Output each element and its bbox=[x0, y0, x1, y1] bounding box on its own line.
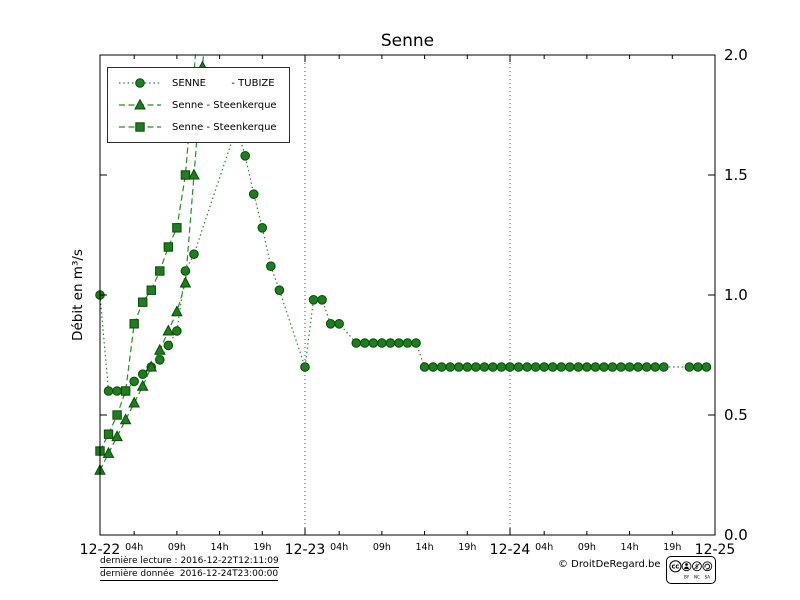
y-axis-ticks: 0.0 0.5 1.0 1.5 2.0 bbox=[100, 46, 748, 544]
svg-text:14h: 14h bbox=[416, 542, 434, 553]
svg-text:14h: 14h bbox=[621, 542, 639, 553]
svg-text:19h: 19h bbox=[253, 542, 271, 553]
series-group bbox=[94, 55, 712, 475]
copyright-link[interactable]: © DroitDeRegard.be bbox=[558, 559, 661, 570]
cc-license-badge[interactable]: cc $ BY NC SA bbox=[666, 556, 716, 584]
legend-sample-square bbox=[119, 122, 161, 132]
svg-text:19h: 19h bbox=[663, 542, 681, 553]
footer-last-reading: dernière lecture : 2016-12-22T12:11:09 bbox=[100, 556, 279, 568]
legend-sample-circle bbox=[119, 78, 161, 88]
legend-label-tubize: SENNE - TUBIZE bbox=[172, 77, 275, 89]
svg-text:SA: SA bbox=[705, 575, 711, 580]
svg-text:$: $ bbox=[695, 564, 699, 571]
svg-text:0.0: 0.0 bbox=[724, 526, 748, 544]
svg-text:09h: 09h bbox=[168, 542, 186, 553]
svg-text:12-25: 12-25 bbox=[695, 542, 736, 558]
svg-text:04h: 04h bbox=[125, 542, 143, 553]
cc-license-icon: cc $ BY NC SA bbox=[669, 560, 713, 580]
svg-text:04h: 04h bbox=[330, 542, 348, 553]
svg-text:NC: NC bbox=[694, 575, 700, 580]
y-axis-title: Débit en m³/s bbox=[70, 249, 86, 341]
legend-entry-tubize: SENNE - TUBIZE bbox=[117, 77, 277, 89]
svg-text:cc: cc bbox=[671, 563, 679, 571]
grid-lines bbox=[304, 55, 511, 535]
legend-entry-steenkerque-1: Senne - Steenkerque bbox=[117, 99, 277, 111]
footer-last-data: dernière donnée 2016-12-24T23:00:00 bbox=[100, 569, 279, 581]
svg-text:1.0: 1.0 bbox=[724, 286, 748, 304]
legend-label-steenkerque-1: Senne - Steenkerque bbox=[172, 99, 277, 111]
legend-box: SENNE - TUBIZE Senne - Steenkerque Senne… bbox=[107, 67, 290, 143]
legend-label-steenkerque-2: Senne - Steenkerque bbox=[172, 121, 277, 133]
svg-text:09h: 09h bbox=[373, 542, 391, 553]
legend-sample-triangle bbox=[119, 99, 161, 110]
svg-text:12-24: 12-24 bbox=[490, 542, 531, 558]
svg-text:09h: 09h bbox=[578, 542, 596, 553]
svg-text:2.0: 2.0 bbox=[724, 46, 748, 64]
svg-text:1.5: 1.5 bbox=[724, 166, 748, 184]
legend-entry-steenkerque-2: Senne - Steenkerque bbox=[117, 121, 277, 133]
chart-title: Senne bbox=[380, 31, 435, 51]
svg-text:14h: 14h bbox=[211, 542, 229, 553]
svg-text:12-23: 12-23 bbox=[285, 542, 326, 558]
svg-text:04h: 04h bbox=[535, 542, 553, 553]
series-0-circle bbox=[95, 122, 712, 396]
series-1-triangle bbox=[94, 55, 209, 475]
svg-text:0.5: 0.5 bbox=[724, 406, 748, 424]
svg-text:BY: BY bbox=[684, 575, 690, 580]
series-2-square bbox=[95, 55, 199, 456]
x-axis-ticks: 12-22 12-23 12-24 12-25 04h 09h 14h 19h 04h 09h 14… bbox=[80, 55, 736, 558]
svg-text:12-22: 12-22 bbox=[80, 542, 121, 558]
svg-text:19h: 19h bbox=[458, 542, 476, 553]
